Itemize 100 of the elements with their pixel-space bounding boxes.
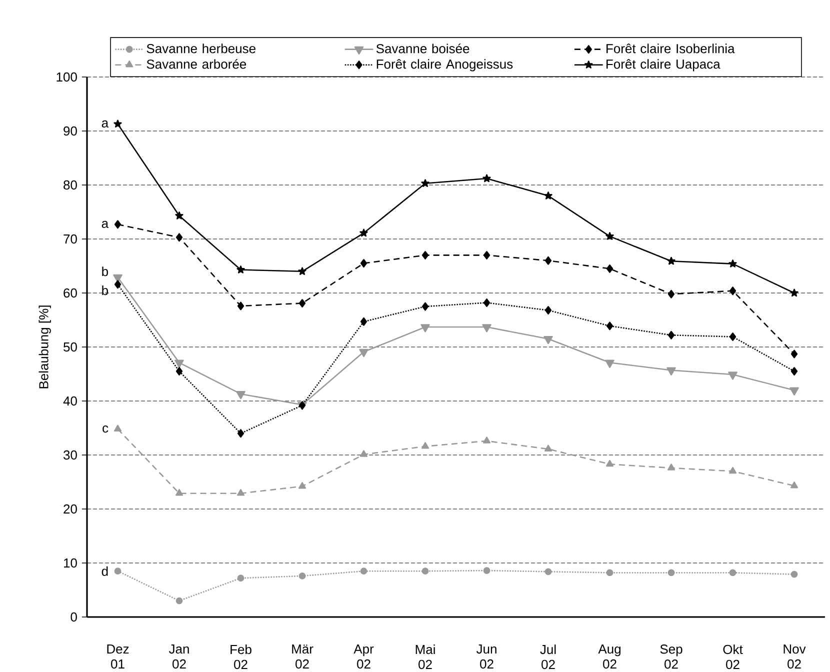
point (360, 228, 368, 237)
point (606, 460, 614, 467)
point (482, 436, 491, 444)
x-tick-label: Nov 02 (784, 644, 806, 669)
point (668, 330, 675, 340)
point (483, 567, 490, 574)
point (236, 391, 246, 400)
y-tick-label: 20 (64, 504, 77, 514)
x-tick-label: Okt 02 (723, 644, 743, 670)
point (729, 286, 736, 296)
point (298, 267, 306, 275)
point (544, 444, 552, 452)
x-tick-label: Sep 02 (660, 644, 682, 669)
point (236, 266, 245, 274)
point (729, 332, 736, 341)
legend-label: Forêt claire Isoberlinia (606, 44, 735, 54)
point (728, 466, 737, 474)
point (176, 233, 183, 242)
point (482, 324, 492, 332)
point (237, 429, 244, 438)
point (359, 348, 368, 358)
x-tick-label: Mai 02 (416, 644, 435, 670)
point (544, 192, 552, 200)
point (175, 489, 184, 496)
point (668, 290, 675, 298)
point (422, 302, 429, 311)
point (544, 256, 552, 265)
point (360, 317, 368, 326)
point (176, 597, 183, 604)
legend-label: Savanne boisée (376, 44, 470, 54)
point (114, 424, 122, 432)
point (422, 568, 429, 575)
annotation: b (102, 266, 108, 276)
point (606, 232, 614, 240)
y-tick-label: 100 (56, 72, 77, 82)
point (728, 372, 738, 380)
point (483, 250, 490, 260)
y-tick-label: 40 (63, 396, 77, 406)
y-tick-label: 0 (70, 612, 77, 622)
point (114, 280, 122, 289)
point (114, 120, 122, 128)
legend-label: Forêt claire Anogeissus (376, 59, 513, 72)
point (790, 387, 799, 396)
legend-label: Forêt claire Uapaca (606, 59, 720, 72)
point (237, 302, 244, 310)
x-tick-label: Mär 02 (292, 644, 314, 669)
point (421, 179, 430, 187)
point (298, 482, 306, 489)
point (114, 568, 122, 575)
x-tick-label: Jun 02 (476, 644, 496, 669)
point (668, 569, 675, 576)
y-tick-label: 60 (64, 288, 77, 298)
point (114, 220, 122, 229)
point (544, 306, 552, 315)
annotation: c (102, 426, 108, 433)
point (360, 259, 368, 268)
point (483, 298, 490, 307)
annotation: a (102, 120, 109, 128)
point (729, 569, 736, 576)
x-tick-label: Jan 02 (168, 644, 189, 669)
point (667, 256, 676, 265)
annotation: a (102, 220, 109, 228)
y-tick-label: 90 (64, 126, 77, 136)
point (606, 322, 614, 330)
point (176, 367, 183, 376)
x-tick-label: Feb 02 (230, 644, 252, 670)
point (790, 570, 798, 578)
legend-label: Savanne herbeuse (146, 44, 256, 54)
point (666, 367, 676, 376)
point (482, 174, 491, 182)
x-tick-label: Jul 02 (540, 644, 556, 670)
x-tick-label: Aug 02 (598, 644, 620, 669)
annotation: b (102, 286, 108, 296)
y-tick-label: 50 (64, 342, 77, 352)
point (236, 489, 245, 496)
point (790, 288, 798, 297)
point (728, 260, 737, 268)
point (298, 572, 306, 580)
annotation: d (102, 566, 108, 576)
y-tick-label: 80 (64, 180, 77, 190)
x-tick-label: Dez 01 (107, 644, 129, 669)
point (544, 568, 552, 576)
point (790, 367, 798, 376)
point (298, 299, 306, 308)
point (360, 568, 368, 575)
y-tick-label: 70 (64, 234, 77, 244)
point (790, 482, 798, 488)
point (360, 450, 368, 457)
legend-label: Savanne arborée (146, 59, 246, 69)
point (174, 360, 184, 368)
point (606, 264, 614, 273)
y-tick-label: 30 (64, 450, 77, 460)
point (790, 350, 798, 358)
point (605, 360, 614, 368)
x-tick-label: Apr 02 (354, 644, 374, 669)
point (606, 569, 614, 576)
point (421, 442, 430, 449)
point (544, 336, 553, 344)
point (667, 464, 676, 470)
y-tick-label: 10 (64, 558, 77, 568)
